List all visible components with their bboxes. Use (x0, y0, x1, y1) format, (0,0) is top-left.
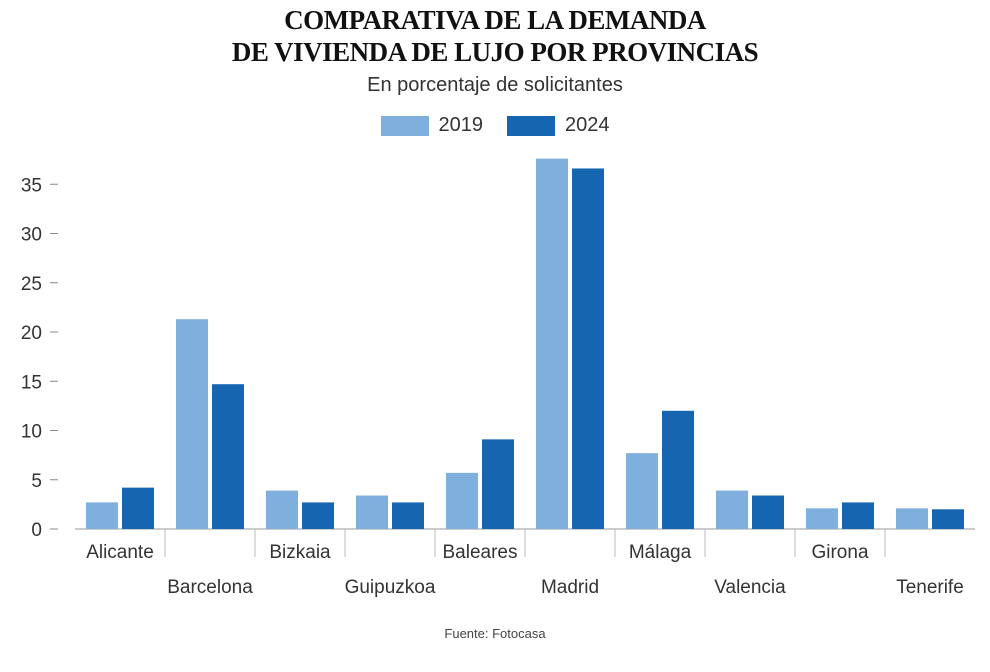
y-tick-label-5: 5 (31, 471, 42, 492)
category-label-baleares: Baleares (443, 542, 518, 563)
bar-2019-madrid (536, 158, 568, 529)
bar-2019-málaga (626, 453, 658, 529)
bar-2024-bizkaia (302, 502, 334, 529)
bar-2024-guipuzkoa (392, 502, 424, 529)
bar-2024-málaga (662, 410, 694, 529)
bar-2019-barcelona (176, 319, 208, 529)
bar-2019-bizkaia (266, 490, 298, 529)
legend-swatch-2024 (507, 115, 555, 136)
bar-2024-madrid (572, 168, 604, 530)
category-label-bizkaia: Bizkaia (269, 542, 331, 563)
category-label-alicante: Alicante (86, 542, 154, 563)
category-label-tenerife: Tenerife (896, 577, 964, 598)
y-tick-label-35: 35 (21, 175, 42, 196)
legend-item-2019: 2019 (380, 114, 484, 137)
bar-2024-girona (842, 502, 874, 529)
y-tick-label-10: 10 (21, 422, 42, 443)
bar-2024-valencia (752, 495, 784, 529)
bar-2024-barcelona (212, 384, 244, 529)
category-label-girona: Girona (811, 542, 868, 563)
legend-label-2019: 2019 (438, 114, 484, 136)
y-tick-label-0: 0 (31, 520, 42, 541)
bar-2024-tenerife (932, 509, 964, 529)
chart-title-line-2: DE VIVIENDA DE LUJO POR PROVINCIAS (231, 37, 759, 67)
legend-item-2024: 2024 (507, 114, 610, 137)
source-note: Fuente: Fotocasa (444, 626, 546, 641)
bar-2024-alicante (122, 487, 154, 529)
category-label-madrid: Madrid (541, 577, 599, 598)
legend-label-2024: 2024 (565, 114, 610, 136)
category-label-guipuzkoa: Guipuzkoa (345, 577, 436, 598)
chart-title-line-1: COMPARATIVA DE LA DEMANDA (284, 5, 706, 35)
legend: 2019 2024 (0, 114, 990, 137)
bar-2019-girona (806, 508, 838, 529)
bar-2019-tenerife (896, 508, 928, 529)
y-tick-label-20: 20 (21, 323, 42, 344)
legend-swatch-2019 (380, 115, 429, 136)
y-tick-label-30: 30 (21, 225, 42, 246)
bar-2019-guipuzkoa (356, 495, 388, 529)
bar-2019-alicante (86, 502, 118, 529)
chart-subtitle: En porcentaje de solicitantes (367, 74, 623, 96)
bar-2019-baleares (446, 472, 478, 529)
category-label-valencia: Valencia (714, 577, 786, 598)
y-tick-label-25: 25 (21, 274, 42, 295)
bar-2019-valencia (716, 490, 748, 529)
y-tick-label-15: 15 (21, 372, 42, 393)
category-label-barcelona: Barcelona (167, 577, 253, 598)
category-label-málaga: Málaga (629, 542, 692, 563)
bar-2024-baleares (482, 439, 514, 529)
